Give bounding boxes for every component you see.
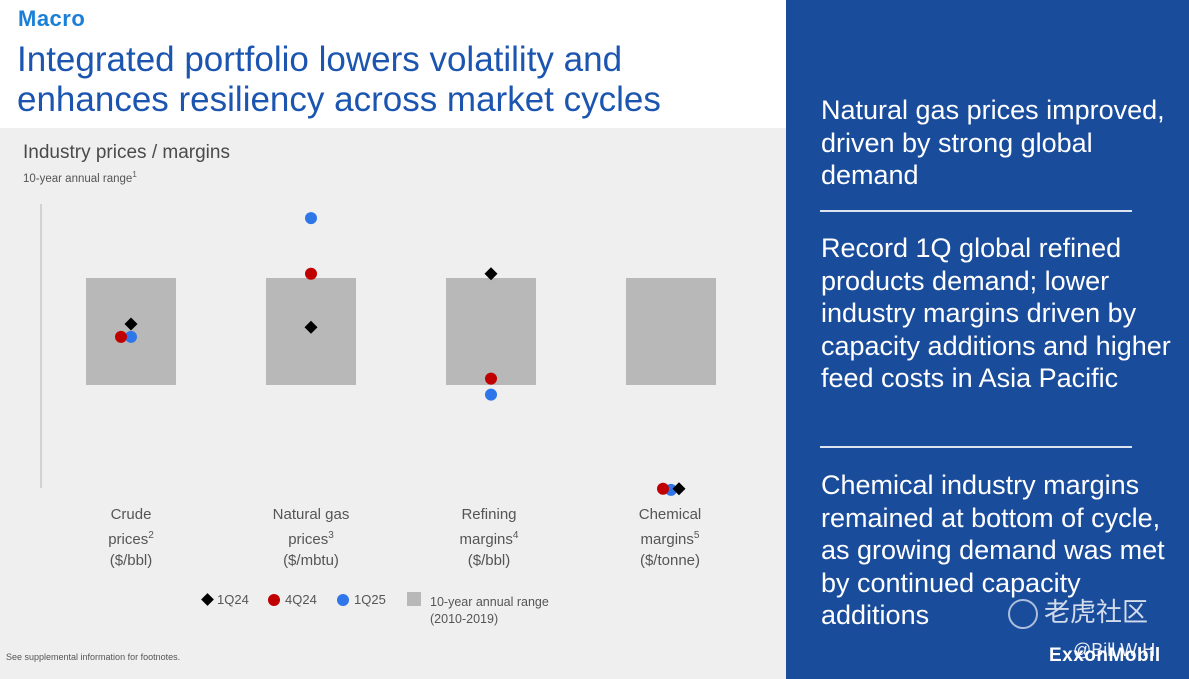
- category-label-line1: Crude: [110, 506, 152, 523]
- footnote: See supplemental information for footnot…: [6, 652, 181, 662]
- legend-item-4q24: 4Q24: [268, 592, 317, 607]
- category-label-text: margins: [640, 531, 694, 548]
- legend-item-1q25: 1Q25: [337, 592, 386, 607]
- category-label-unit: ($/bbl): [467, 552, 511, 569]
- category-label-natural-gas: Natural gas prices3 ($/mbtu): [241, 504, 381, 571]
- category-label-text: prices: [288, 531, 329, 548]
- category-label-line2: margins4: [419, 525, 559, 550]
- takeaway-chemical: Chemical industry margins remained at bo…: [821, 470, 1165, 630]
- legend-label: 1Q24: [217, 592, 249, 607]
- category-footnote: 4: [512, 530, 519, 541]
- data-point-1q25-2: [305, 212, 317, 225]
- category-label-line1: Chemical: [638, 506, 702, 523]
- legend-range-line1: 10-year annual range: [430, 595, 549, 609]
- range-bar-4: [626, 278, 716, 385]
- section-label: Macro: [18, 6, 86, 31]
- legend-item-range: [407, 592, 426, 606]
- chart-subtitle-text: 10-year annual range: [23, 172, 133, 185]
- data-point-1q25-3: [485, 388, 497, 401]
- category-label-line1: Refining: [461, 506, 517, 523]
- data-point-1q24-1: [124, 317, 138, 331]
- watermark-text: 老虎社区: [1044, 597, 1149, 627]
- red-dot-icon: [268, 593, 280, 606]
- category-label-refining: Refining margins4 ($/bbl): [419, 504, 559, 571]
- data-point-4q24-4: [657, 482, 669, 495]
- category-label-line2: prices2: [61, 525, 201, 550]
- chart-subtitle: 10-year annual range1: [23, 170, 137, 185]
- category-label-text: margins: [459, 531, 513, 548]
- category-label-crude: Crude prices2 ($/bbl): [61, 504, 201, 571]
- chart-plot: [40, 204, 716, 496]
- data-point-1q24-3: [484, 267, 498, 281]
- data-point-1q25-1: [125, 330, 137, 343]
- category-label-unit: ($/mbtu): [283, 552, 339, 569]
- gray-square-icon: [407, 592, 421, 606]
- category-label-chemical: Chemical margins5 ($/tonne): [600, 504, 740, 571]
- page-title: Integrated portfolio lowers volatility a…: [17, 40, 661, 119]
- legend-label: 4Q24: [285, 592, 317, 607]
- legend-label: 1Q25: [354, 592, 386, 607]
- legend-range-label: 10-year annual range (2010-2019): [430, 594, 549, 628]
- divider: [820, 446, 1132, 448]
- legend-range-line2: (2010-2019): [430, 612, 499, 626]
- chart-title: Industry prices / margins: [23, 142, 230, 163]
- chart-panel: Industry prices / margins 10-year annual…: [0, 128, 786, 679]
- category-footnote: 3: [328, 530, 334, 541]
- category-label-text: prices: [108, 531, 149, 548]
- blue-dot-icon: [337, 593, 349, 606]
- exxonmobil-logo: ExxonMobil: [1049, 645, 1161, 666]
- chart-subtitle-footnote: 1: [132, 170, 137, 179]
- category-label-unit: ($/tonne): [639, 552, 701, 569]
- data-point-1q24-2: [304, 320, 318, 334]
- data-point-4q24-1: [115, 330, 127, 343]
- right-panel: Natural gas prices improved, driven by s…: [786, 0, 1189, 679]
- legend-item-1q24: 1Q24: [201, 592, 249, 607]
- divider: [820, 210, 1132, 212]
- watermark: 老虎社区: [1008, 592, 1149, 630]
- takeaway-natural-gas: Natural gas prices improved, driven by s…: [821, 95, 1165, 190]
- diamond-icon: [201, 593, 214, 606]
- category-footnote: 2: [148, 530, 154, 541]
- data-point-4q24-2: [305, 267, 317, 280]
- data-point-1q24-4: [672, 482, 686, 496]
- category-label-line2: margins5: [600, 525, 740, 550]
- category-label-line2: prices3: [241, 525, 381, 550]
- category-label-line1: Natural gas: [272, 506, 350, 523]
- category-footnote: 5: [693, 530, 700, 541]
- range-bar-3: [446, 278, 536, 385]
- takeaway-refining: Record 1Q global refined products demand…: [821, 233, 1171, 393]
- data-point-4q24-3: [485, 372, 497, 385]
- category-label-unit: ($/bbl): [109, 552, 153, 569]
- watermark-logo-icon: [1008, 599, 1038, 630]
- watermark-handle: @Bill W H: [1073, 640, 1156, 660]
- left-panel: Macro Integrated portfolio lowers volati…: [0, 6, 786, 679]
